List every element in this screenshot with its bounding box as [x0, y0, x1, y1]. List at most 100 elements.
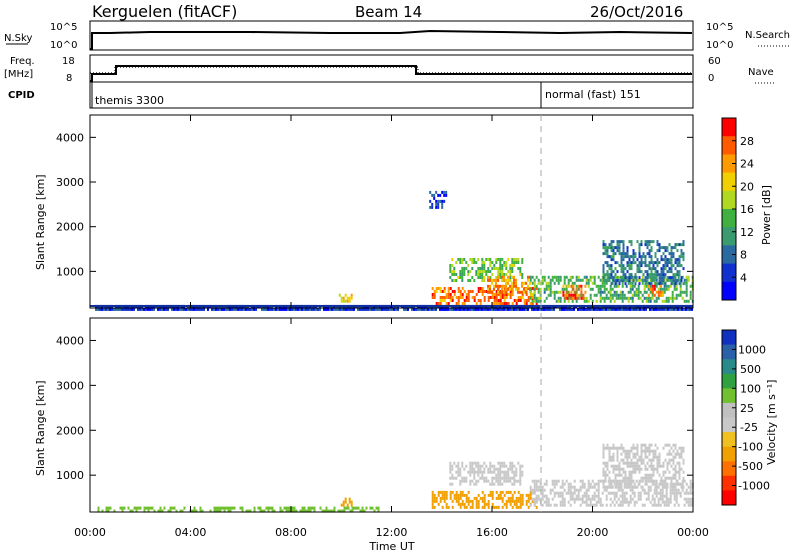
heatmap-cell: [637, 290, 640, 294]
heatmap-cell: [623, 296, 626, 300]
heatmap-cell: [523, 290, 525, 294]
heatmap-cell: [674, 282, 677, 286]
heatmap-cell: [666, 279, 669, 283]
heatmap-cell: [609, 491, 612, 495]
heatmap-cell: [652, 267, 655, 271]
colorbar-swatch: [722, 461, 736, 477]
heatmap-cell: [616, 464, 619, 468]
heatmap-cell: [580, 287, 583, 291]
heatmap-cell: [305, 307, 307, 311]
heatmap-cell: [637, 284, 640, 288]
heatmap-cell: [529, 490, 532, 494]
heatmap-cell: [680, 452, 683, 456]
heatmap-cell: [497, 467, 500, 471]
heatmap-cell: [257, 506, 260, 510]
heatmap-cell: [477, 290, 480, 293]
heatmap-cell: [493, 264, 496, 267]
heatmap-cell: [622, 273, 625, 277]
heatmap-cell: [465, 479, 468, 483]
heatmap-cell: [671, 307, 673, 311]
heatmap-cell: [333, 506, 336, 510]
heatmap-cell: [463, 290, 466, 293]
heatmap-cell: [333, 307, 335, 311]
heatmap-cell: [517, 479, 520, 483]
heatmap-cell: [631, 497, 634, 501]
heatmap-cell: [513, 479, 516, 483]
heatmap-cell: [681, 275, 684, 279]
heatmap-cell: [674, 446, 677, 450]
heatmap-cell: [283, 307, 285, 311]
heatmap-cell: [638, 255, 641, 259]
heatmap-cell: [203, 307, 205, 311]
heatmap-cell: [626, 249, 629, 253]
heatmap-cell: [618, 249, 621, 253]
heatmap-cell: [614, 282, 617, 286]
heatmap-cell: [259, 509, 262, 513]
heatmap-cell: [606, 255, 609, 259]
heatmap-cell: [638, 282, 641, 286]
heatmap-cell: [675, 497, 678, 501]
heatmap-cell: [517, 258, 520, 261]
heatmap-cell: [493, 482, 496, 486]
heatmap-cell: [669, 296, 672, 300]
heatmap-cell: [505, 470, 508, 474]
heatmap-cell: [624, 461, 627, 465]
heatmap-cell: [585, 494, 588, 498]
heatmap-cell: [503, 299, 506, 302]
heatmap-cell: [648, 264, 651, 268]
heatmap-cell: [505, 302, 508, 305]
heatmap-cell: [619, 293, 622, 297]
heatmap-cell: [634, 470, 637, 474]
heatmap-cell: [628, 276, 631, 280]
heatmap-cell: [431, 493, 434, 497]
heatmap-cell: [461, 287, 464, 290]
heatmap-cell: [653, 293, 656, 297]
heatmap-cell: [453, 267, 456, 270]
heatmap-cell: [459, 467, 462, 471]
heatmap-cell: [501, 490, 504, 494]
heatmap-cell: [567, 500, 570, 504]
heatmap-cell: [593, 497, 596, 501]
heatmap-cell: [535, 500, 538, 504]
heatmap-cell: [319, 506, 322, 510]
heatmap-cell: [475, 482, 478, 486]
heatmap-cell: [519, 476, 522, 480]
heatmap-cell: [626, 246, 629, 250]
heatmap-cell: [449, 264, 452, 267]
heatmap-cell: [525, 299, 528, 302]
heatmap-cell: [589, 278, 592, 282]
heatmap-cell: [491, 293, 494, 296]
heatmap-cell: [499, 490, 502, 494]
heatmap-cell: [459, 276, 462, 279]
heatmap-cell: [457, 307, 459, 311]
heatmap-cell: [610, 270, 613, 274]
y-tick-label: 1000: [56, 469, 84, 482]
heatmap-cell: [441, 299, 444, 302]
heatmap-cell: [650, 276, 653, 280]
colorbar-swatch: [722, 172, 736, 192]
heatmap-cell: [547, 500, 550, 504]
heatmap-cell: [487, 287, 489, 291]
heatmap-cell: [505, 293, 508, 296]
heatmap-cell: [648, 282, 651, 286]
heatmap-cell: [646, 476, 649, 480]
heatmap-cell: [582, 296, 585, 300]
heatmap-cell: [633, 290, 636, 294]
heatmap-cell: [634, 467, 637, 471]
heatmap-cell: [580, 284, 583, 288]
heatmap-cell: [137, 506, 140, 510]
heatmap-cell: [525, 502, 528, 506]
heatmap-cell: [559, 278, 562, 282]
heatmap-cell: [608, 455, 611, 459]
heatmap-cell: [634, 464, 637, 468]
heatmap-cell: [616, 473, 619, 477]
heatmap-cell: [676, 261, 679, 265]
heatmap-cell: [391, 307, 393, 311]
heatmap-cell: [537, 278, 540, 282]
heatmap-cell: [117, 307, 119, 311]
heatmap-cell: [325, 509, 328, 513]
heatmap-cell: [595, 488, 598, 492]
heatmap-cell: [481, 470, 484, 474]
heatmap-cell: [346, 299, 349, 303]
heatmap-cell: [654, 267, 657, 271]
